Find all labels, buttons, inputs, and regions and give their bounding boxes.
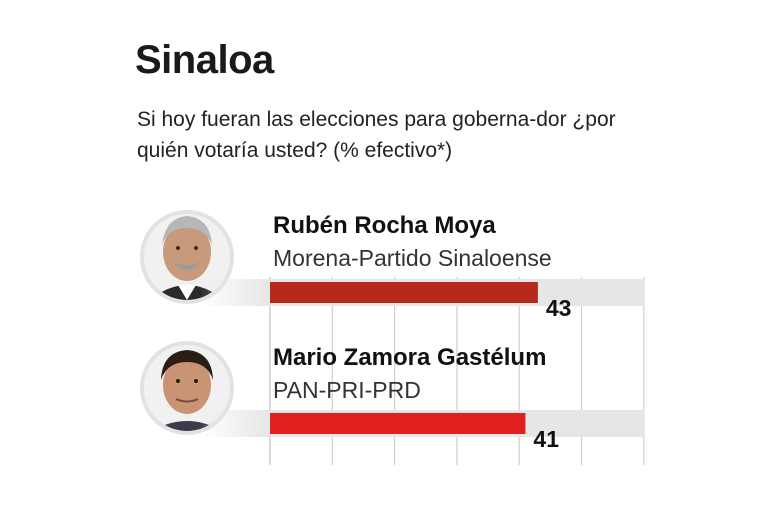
candidate-party: Morena-Partido Sinaloense [273, 245, 552, 271]
avatar-mario-zamora-gastelum [140, 341, 234, 435]
bar-value-label: 43 [546, 295, 572, 321]
bar [270, 413, 526, 434]
bar [270, 282, 538, 303]
candidate-name: Rubén Rocha Moya [273, 212, 496, 239]
bar-track-fade [200, 279, 270, 306]
candidate-party: PAN-PRI-PRD [273, 377, 421, 403]
bar-value-label: 41 [533, 426, 559, 452]
candidate-name: Mario Zamora Gastélum [273, 344, 546, 371]
bar-track-fade [200, 410, 270, 437]
chart-title: Sinaloa [135, 38, 274, 82]
chart-subtitle: Si hoy fueran las elecciones para gobern… [137, 108, 616, 162]
